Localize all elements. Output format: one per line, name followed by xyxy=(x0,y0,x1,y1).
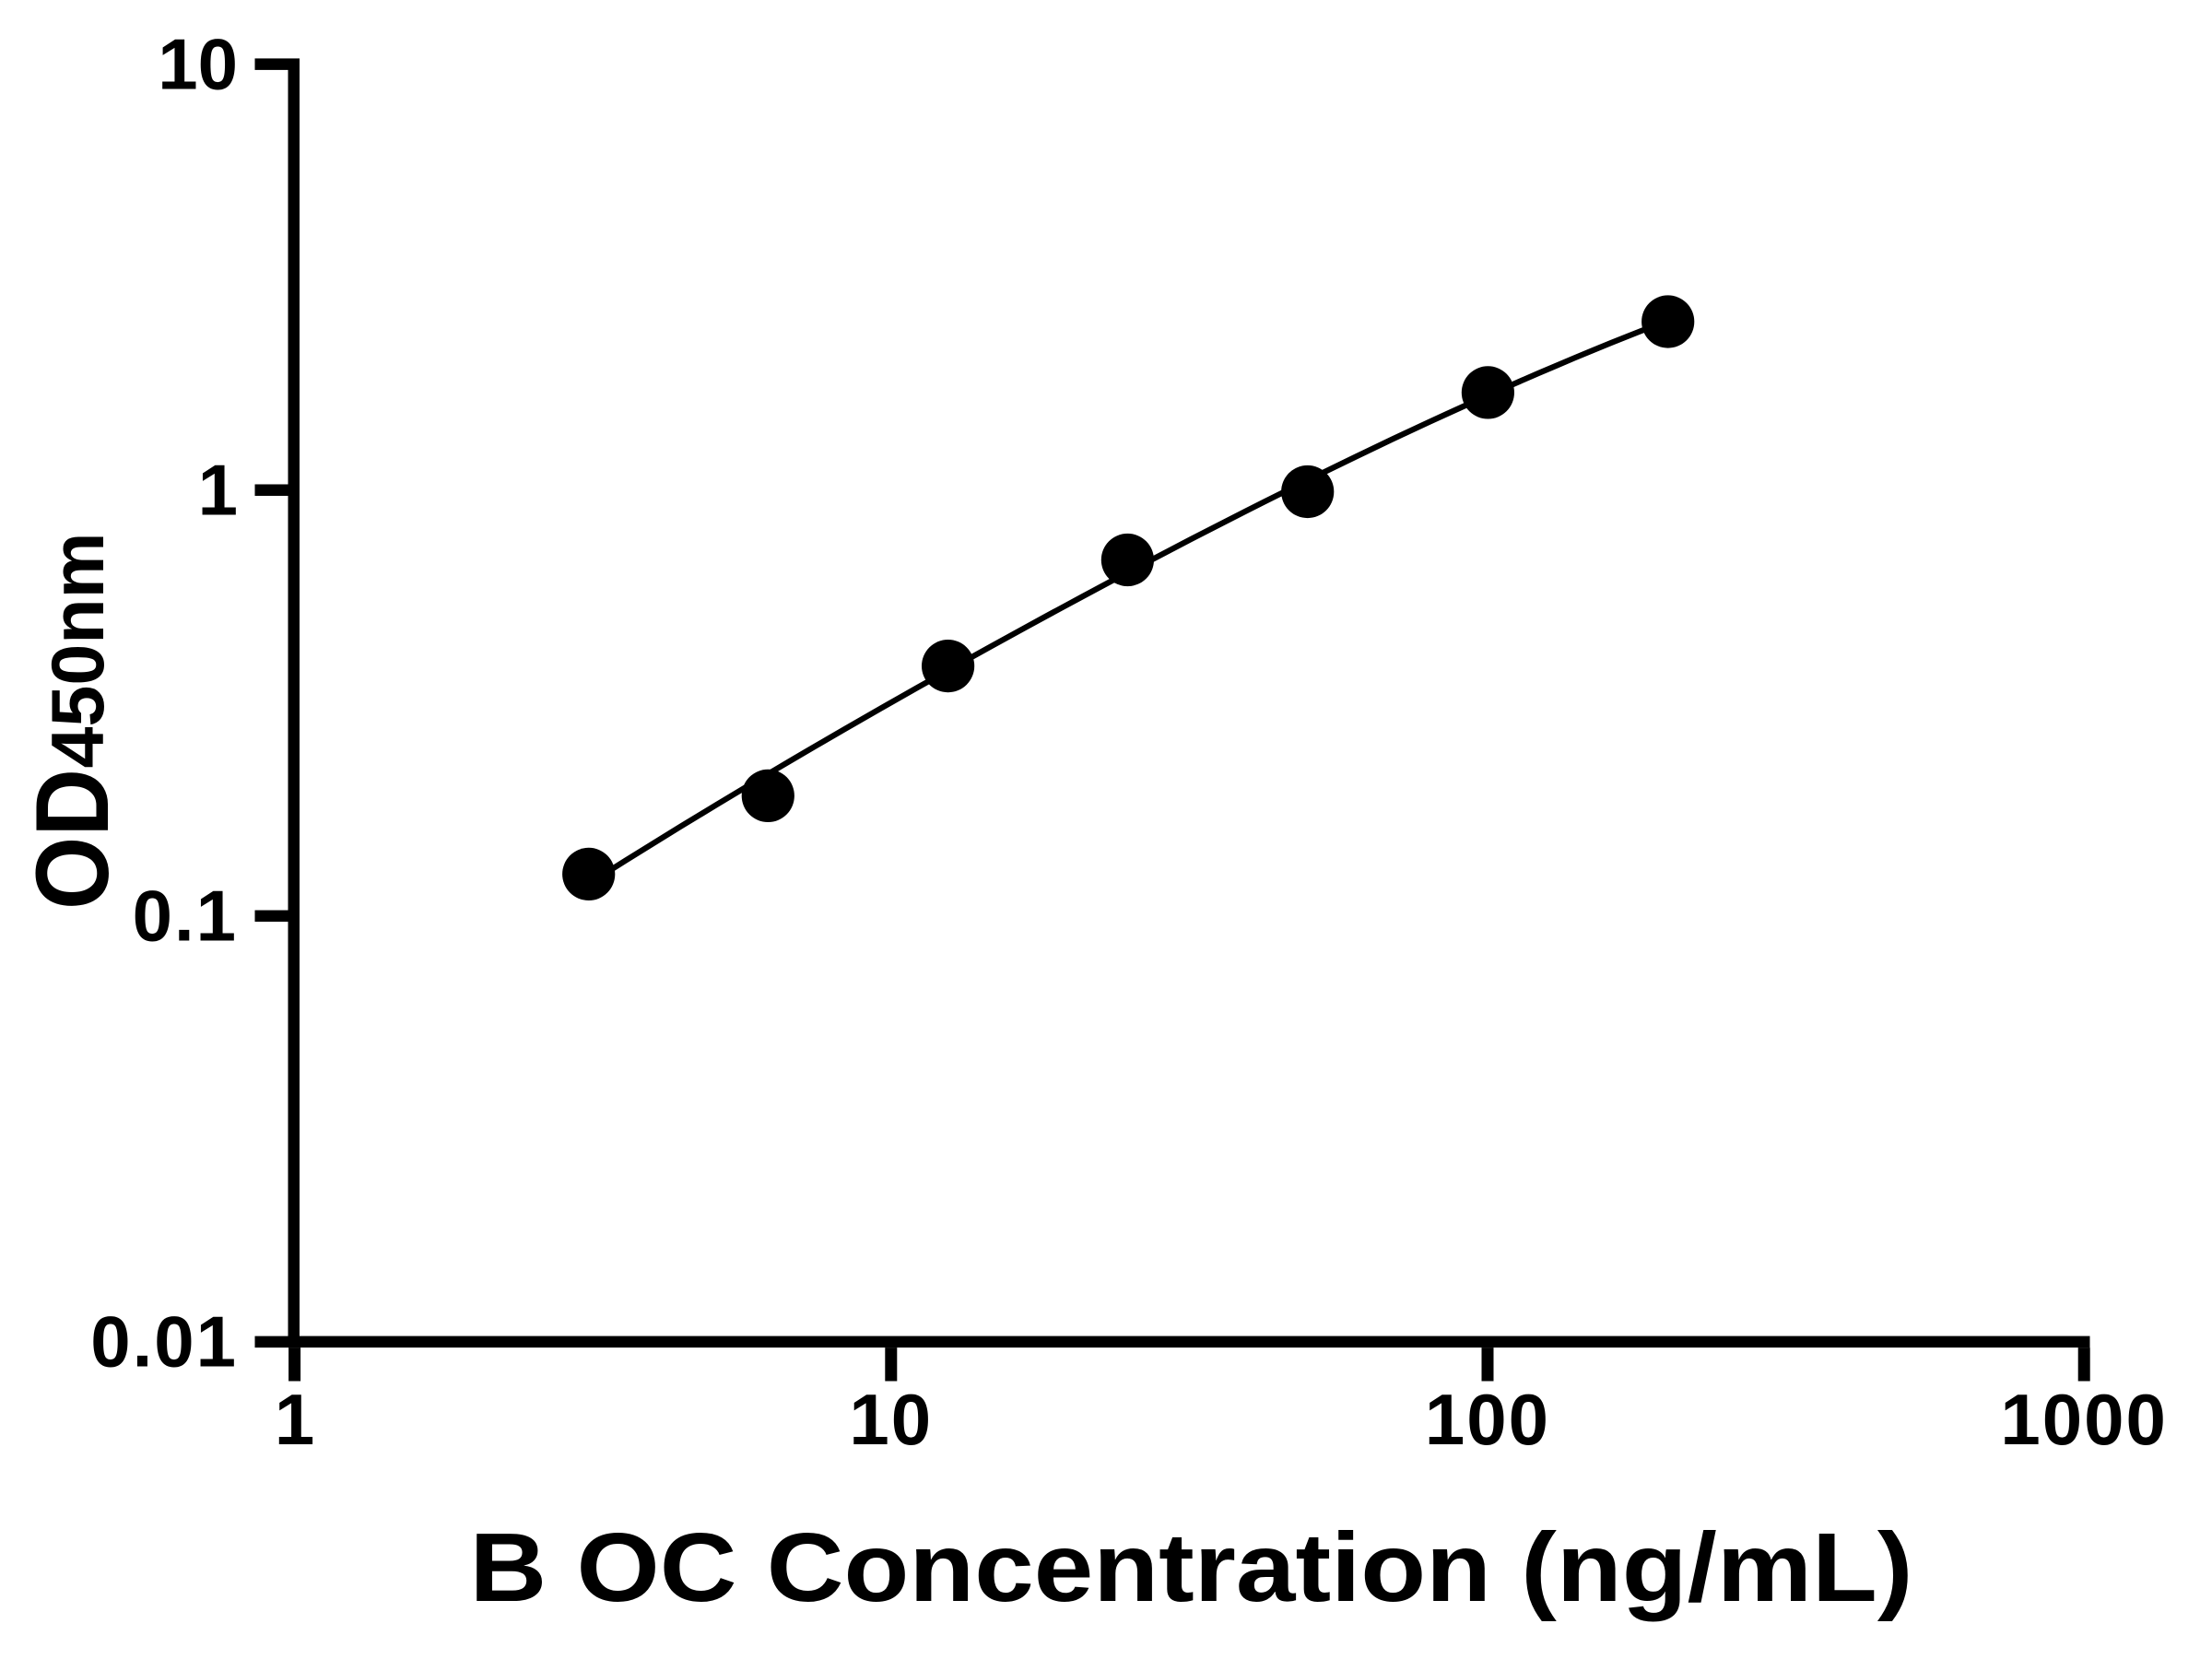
svg-text:1: 1 xyxy=(275,1379,314,1460)
svg-text:0.1: 0.1 xyxy=(133,876,238,957)
svg-text:0.01: 0.01 xyxy=(90,1301,238,1382)
svg-text:10: 10 xyxy=(158,24,238,105)
svg-text:10: 10 xyxy=(849,1379,933,1460)
svg-text:1: 1 xyxy=(198,450,238,531)
svg-text:B OC Concentration (ng/mL): B OC Concentration (ng/mL) xyxy=(470,1513,1913,1622)
svg-text:1000: 1000 xyxy=(2000,1379,2168,1460)
svg-text:OD: OD xyxy=(15,769,130,910)
svg-text:100: 100 xyxy=(1425,1379,1550,1460)
svg-text:450nm: 450nm xyxy=(37,533,120,769)
